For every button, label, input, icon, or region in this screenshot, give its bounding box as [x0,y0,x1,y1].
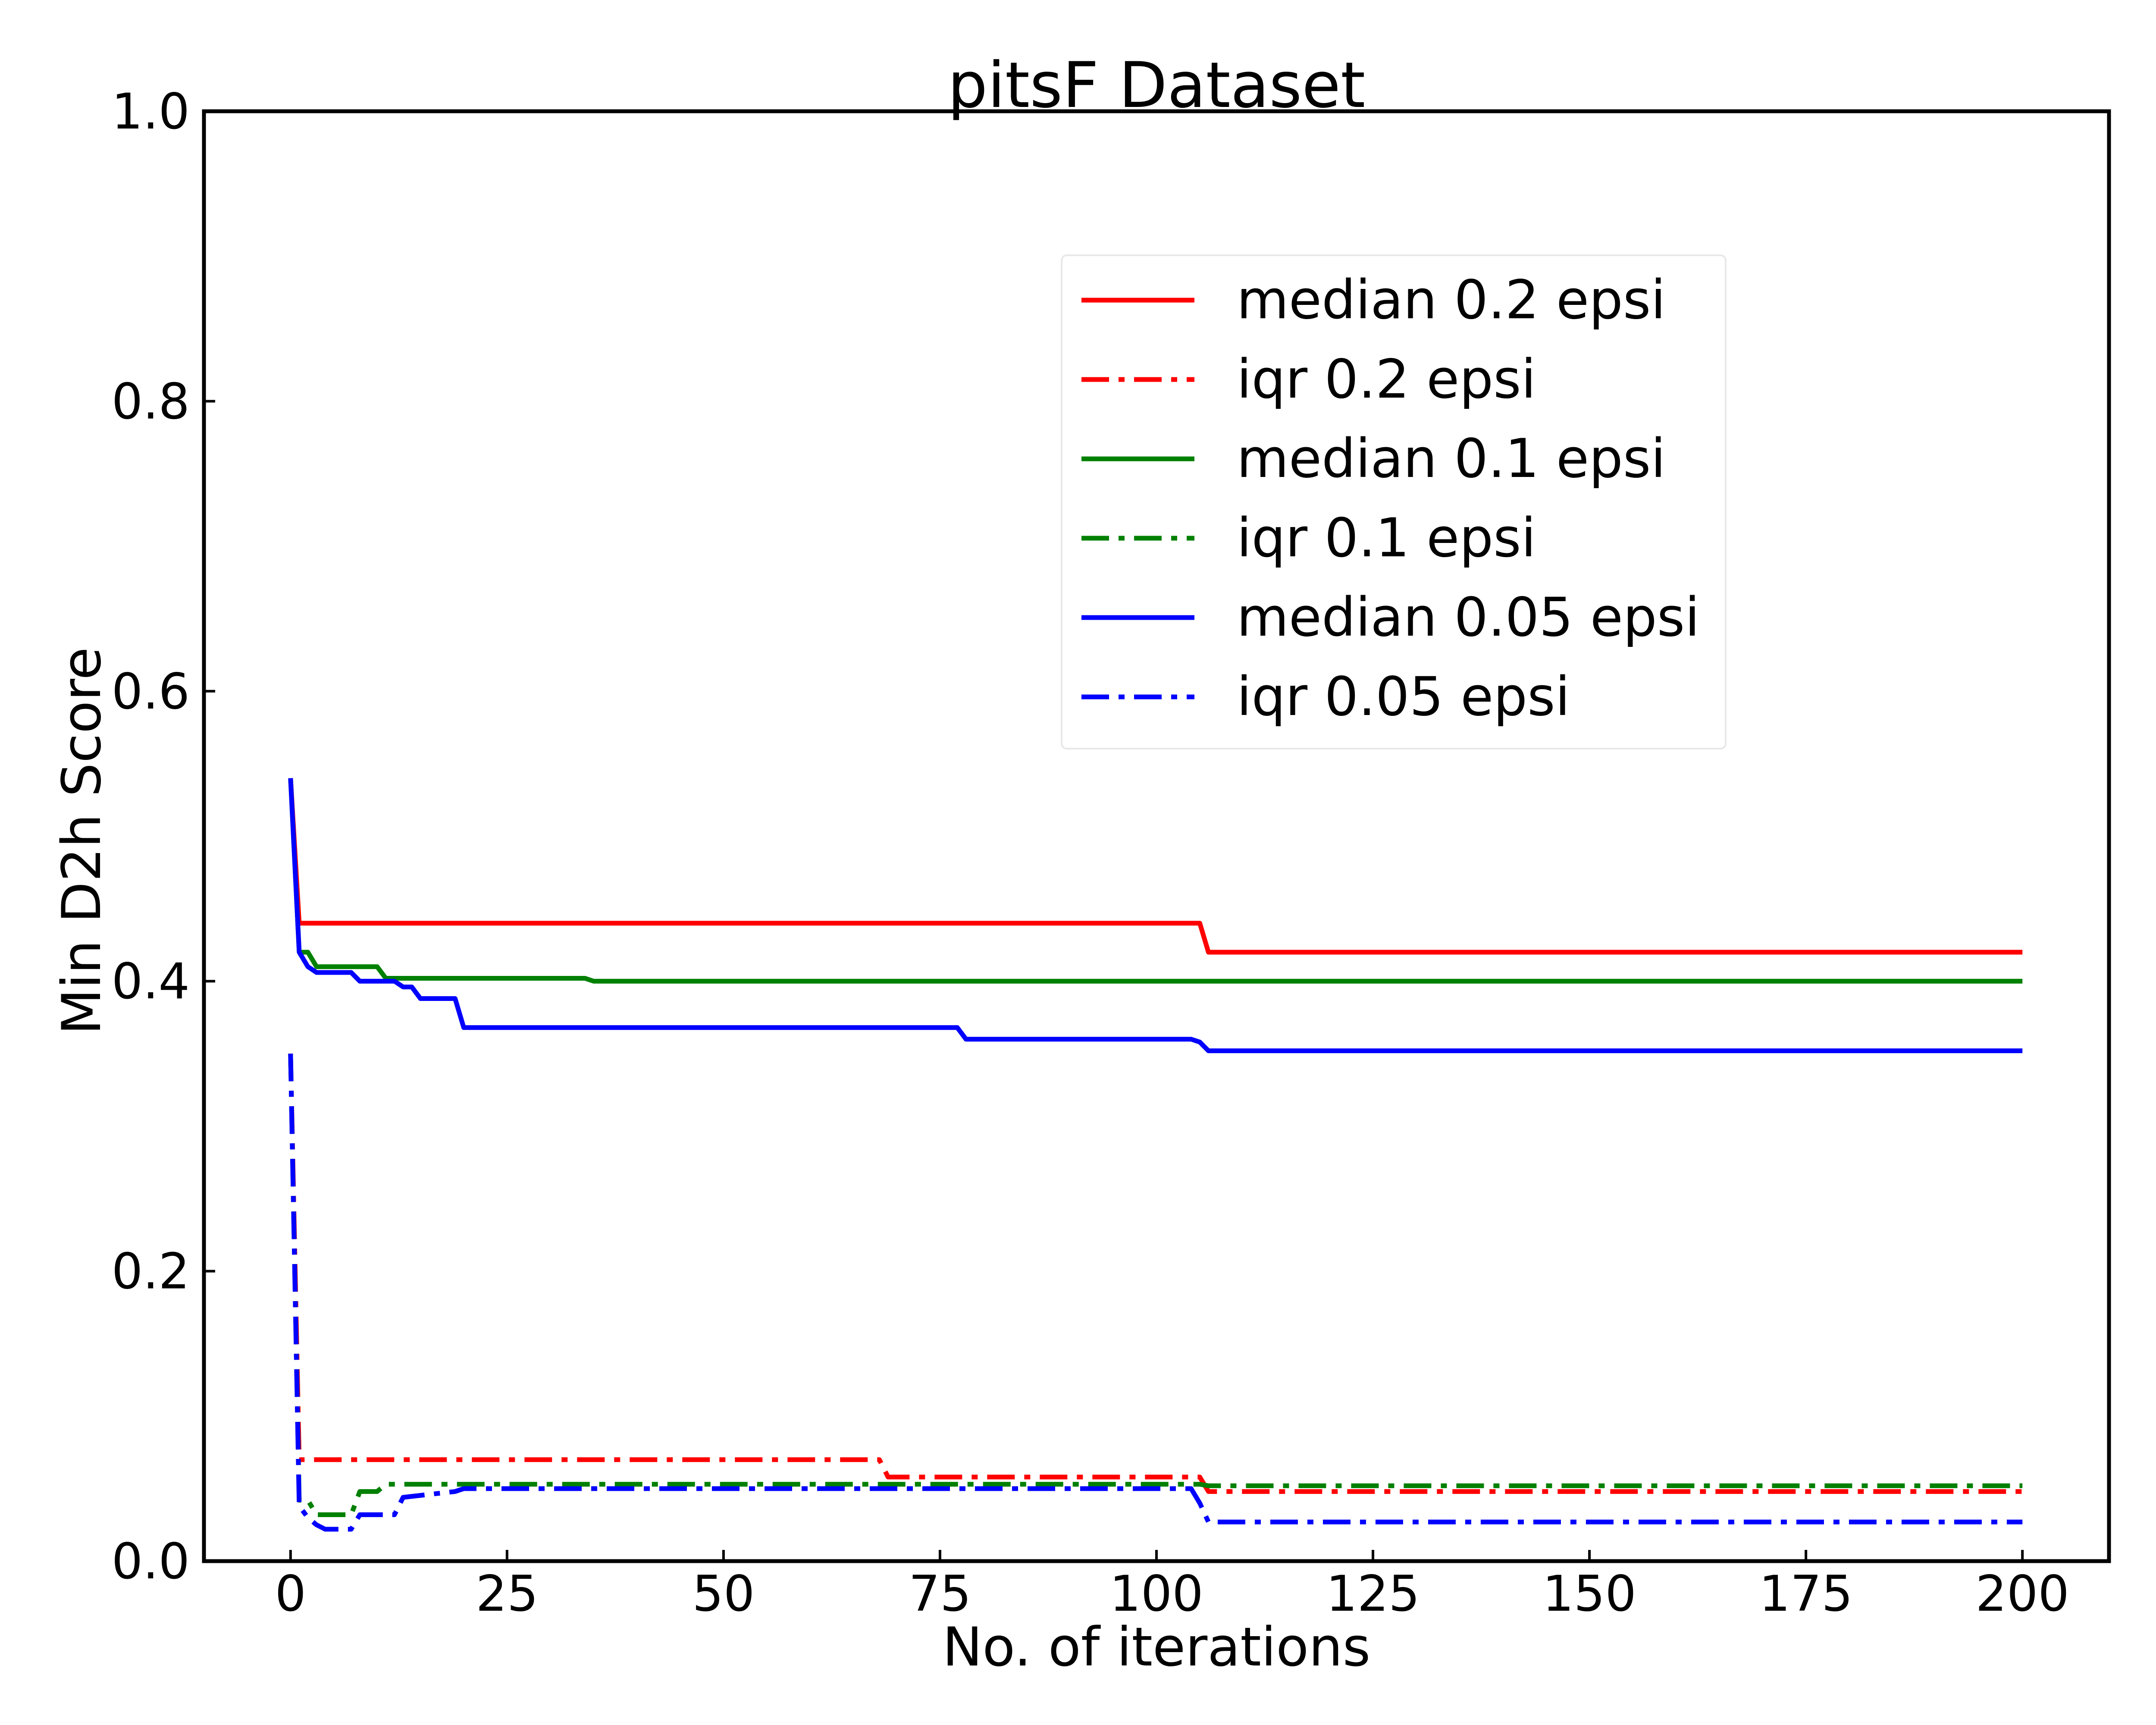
x-tick-label: 0 [275,1565,307,1622]
y-tick-label: 0.6 [112,663,190,720]
y-axis-label: Min D2h Score [51,647,113,1035]
series-line-median-0-2-epsi [288,778,2023,955]
series-line-iqr-0-2-epsi [288,1054,2023,1494]
x-tick-label: 75 [909,1565,971,1622]
plot-frame [202,109,2111,1563]
x-tick-label: 175 [1759,1565,1853,1622]
legend-label-iqr-0-2-epsi: iqr 0.2 epsi [1237,348,1536,411]
legend-label-iqr-0-05-epsi: iqr 0.05 epsi [1237,666,1570,728]
tick-layer: 0 25 50 75 100 125 150 175 200 0.0 0.2 0.4 0.6 0.8 1.0 [112,83,2069,1622]
series-line-iqr-0-05-epsi [288,1054,2023,1532]
x-tick-label: 50 [692,1565,755,1622]
y-tick-label: 1.0 [112,83,190,140]
legend-label-median-0-2-epsi: median 0.2 epsi [1237,269,1666,331]
y-tick-label: 0.2 [112,1243,190,1300]
x-tick-label: 150 [1542,1565,1636,1622]
legend-label-median-0-1-epsi: median 0.1 epsi [1237,428,1666,490]
legend-box [1061,254,1727,750]
x-tick-label: 100 [1109,1565,1203,1622]
series-layer [288,778,2023,1532]
x-tick-label: 200 [1975,1565,2069,1622]
legend-label-iqr-0-1-epsi: iqr 0.1 epsi [1237,507,1536,569]
y-tick-label: 0.4 [112,953,190,1010]
legend: median 0.2 epsi iqr 0.2 epsi median 0.1 ep… [1061,254,1727,750]
series-line-iqr-0-1-epsi [288,1054,2023,1517]
x-tick-label: 25 [476,1565,538,1622]
legend-label-median-0-05-epsi: median 0.05 epsi [1237,586,1700,649]
y-tick-label: 0.0 [112,1533,190,1590]
y-tick-label: 0.8 [112,373,190,430]
x-tick-label: 125 [1326,1565,1420,1622]
x-axis-label: No. of iterations [943,1616,1371,1678]
series-line-median-0-05-epsi [288,778,2023,1054]
series-line-median-0-1-epsi [288,778,2023,984]
